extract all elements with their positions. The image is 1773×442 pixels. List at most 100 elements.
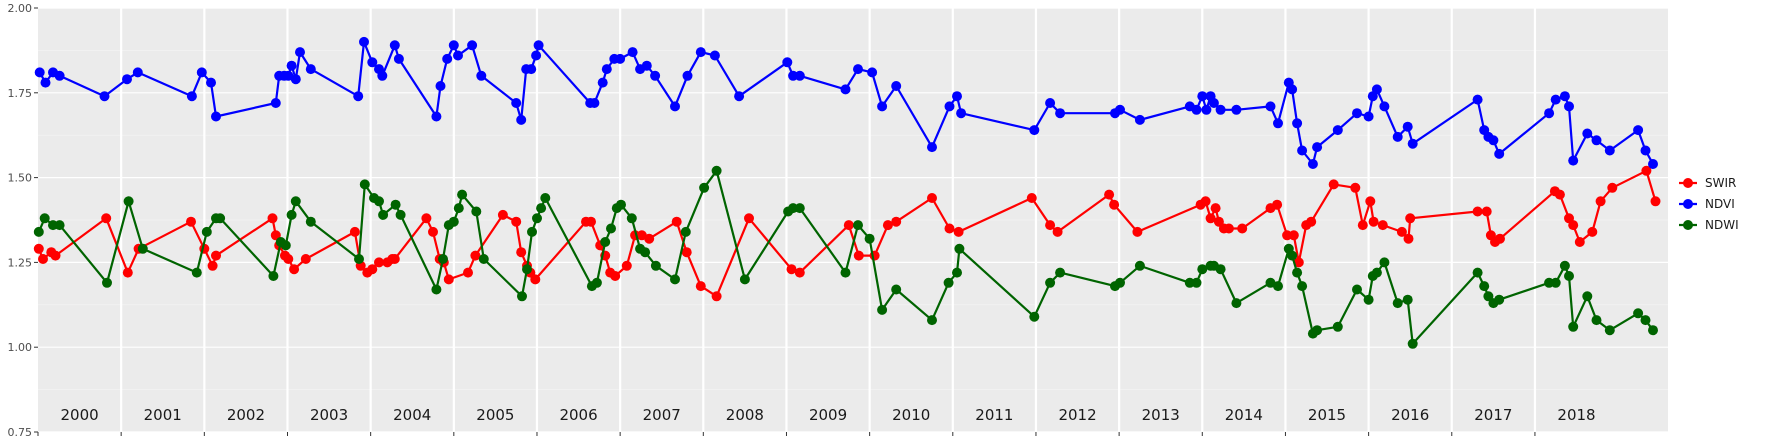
data-point-ndvi xyxy=(40,77,51,88)
data-point-ndvi xyxy=(794,70,805,81)
data-point-ndwi xyxy=(1287,250,1298,261)
data-point-ndvi xyxy=(1287,84,1298,95)
data-point-ndvi xyxy=(1604,145,1615,156)
data-point-ndvi xyxy=(1215,104,1226,115)
data-point-ndwi xyxy=(699,182,710,193)
data-point-ndwi xyxy=(305,216,316,227)
data-point-ndwi xyxy=(1134,260,1145,271)
data-point-swir xyxy=(1306,216,1317,227)
data-point-ndwi xyxy=(739,274,750,285)
data-point-swir xyxy=(122,267,133,278)
data-point-ndwi xyxy=(853,220,863,231)
data-point-ndvi xyxy=(270,98,281,108)
data-point-ndwi xyxy=(1550,277,1561,288)
data-point-swir xyxy=(389,254,400,264)
data-point-swir xyxy=(1045,220,1056,231)
data-point-ndwi xyxy=(670,274,680,285)
data-point-ndwi xyxy=(290,196,301,207)
data-point-swir xyxy=(101,213,112,224)
data-point-ndwi xyxy=(1231,298,1242,309)
data-point-swir xyxy=(349,226,360,237)
data-point-ndvi xyxy=(1332,125,1343,136)
data-point-ndvi xyxy=(650,70,661,81)
data-point-ndwi xyxy=(395,209,406,220)
data-point-swir xyxy=(516,247,527,258)
data-point-ndwi xyxy=(1352,284,1362,295)
y-tick-label: 1.00 xyxy=(8,341,33,354)
year-labels: 2000 2001 2002 2003 2004 2005 2006 2007 2008 2009… xyxy=(60,406,1595,424)
data-point-ndvi xyxy=(435,81,446,91)
data-point-swir xyxy=(1293,257,1304,268)
y-tick-label: 0.75 xyxy=(8,426,33,439)
data-point-swir xyxy=(681,247,692,258)
data-point-swir xyxy=(586,216,596,227)
data-point-ndvi xyxy=(442,53,453,64)
legend-swatch-point xyxy=(1683,178,1693,188)
data-point-swir xyxy=(891,216,902,227)
data-point-ndwi xyxy=(616,199,626,210)
data-point-swir xyxy=(1132,226,1143,237)
data-point-ndwi xyxy=(268,271,279,281)
data-point-ndvi xyxy=(99,91,110,102)
data-point-ndwi xyxy=(1633,308,1644,319)
data-point-swir xyxy=(1328,179,1339,190)
year-label: 2010 xyxy=(892,406,930,424)
year-label: 2009 xyxy=(809,406,847,424)
data-point-ndvi xyxy=(196,67,207,78)
data-point-ndvi xyxy=(627,47,638,58)
data-point-ndwi xyxy=(600,237,611,247)
data-point-swir xyxy=(953,226,964,237)
data-point-swir xyxy=(367,264,378,275)
data-point-swir xyxy=(1272,199,1283,210)
data-point-ndwi xyxy=(1332,321,1343,332)
year-label: 2005 xyxy=(476,406,514,424)
data-point-ndwi xyxy=(877,304,888,315)
data-point-ndvi xyxy=(682,70,693,81)
data-point-ndvi xyxy=(1472,94,1483,105)
data-point-ndvi xyxy=(734,91,745,102)
data-point-ndvi xyxy=(1273,118,1283,129)
data-point-swir xyxy=(1495,233,1505,244)
y-tick-label: 1.75 xyxy=(8,87,33,100)
series-layer xyxy=(33,36,1661,349)
year-label: 2000 xyxy=(60,406,98,424)
data-point-ndwi xyxy=(626,213,637,224)
data-point-swir xyxy=(671,216,682,227)
data-point-ndvi xyxy=(853,64,863,75)
data-point-ndwi xyxy=(359,179,370,190)
x-axis xyxy=(37,432,1536,436)
data-point-ndvi xyxy=(367,57,378,68)
data-point-swir xyxy=(794,267,805,278)
data-point-ndwi xyxy=(1559,260,1570,271)
data-point-ndwi xyxy=(1265,277,1276,288)
data-point-ndvi xyxy=(1297,145,1308,156)
data-point-swir xyxy=(421,213,432,224)
data-point-ndwi xyxy=(390,199,401,210)
data-point-ndwi xyxy=(1115,277,1125,288)
data-point-swir xyxy=(1210,203,1221,214)
data-point-swir xyxy=(644,233,655,244)
data-point-ndwi xyxy=(527,226,537,237)
data-point-ndwi xyxy=(591,277,602,288)
data-point-swir xyxy=(1223,223,1234,234)
data-point-ndwi xyxy=(840,267,851,278)
year-label: 2011 xyxy=(975,406,1013,424)
data-point-ndwi xyxy=(471,206,482,217)
data-point-ndvi xyxy=(695,47,706,58)
legend-item-swir: SWIR xyxy=(1679,176,1736,190)
data-point-ndwi xyxy=(191,267,202,278)
data-point-swir xyxy=(374,257,384,268)
data-point-swir xyxy=(1650,196,1661,207)
data-point-ndvi xyxy=(782,57,793,68)
data-point-ndwi xyxy=(532,213,542,224)
data-point-ndvi xyxy=(1208,98,1219,108)
data-point-ndvi xyxy=(1640,145,1651,156)
year-label: 2015 xyxy=(1308,406,1346,424)
data-point-swir xyxy=(443,274,454,285)
data-point-ndvi xyxy=(615,53,626,64)
data-point-ndvi xyxy=(1029,125,1040,136)
data-point-swir xyxy=(211,250,221,261)
data-point-ndvi xyxy=(290,74,301,85)
data-point-ndwi xyxy=(954,243,965,254)
data-point-ndwi xyxy=(378,209,389,220)
